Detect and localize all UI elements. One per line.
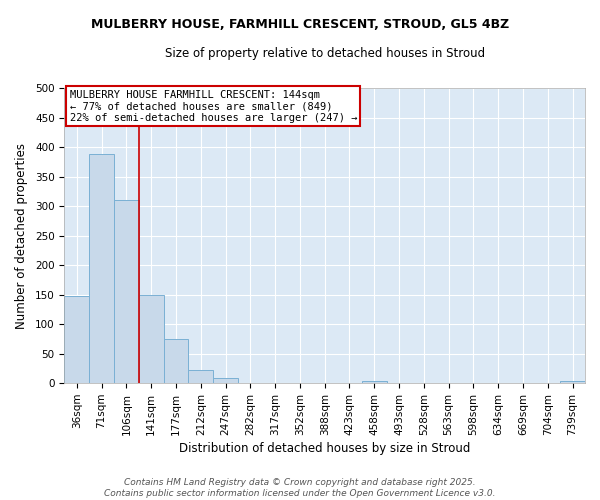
Text: MULBERRY HOUSE, FARMHILL CRESCENT, STROUD, GL5 4BZ: MULBERRY HOUSE, FARMHILL CRESCENT, STROU… [91, 18, 509, 30]
Bar [139, 294, 164, 383]
Bar [89, 154, 114, 383]
Bar [560, 382, 585, 383]
Bar [362, 381, 386, 383]
Bar [287, 382, 313, 383]
Text: MULBERRY HOUSE FARMHILL CRESCENT: 144sqm
← 77% of detached houses are smaller (8: MULBERRY HOUSE FARMHILL CRESCENT: 144sqm… [70, 90, 357, 122]
Bar [114, 200, 139, 383]
Bar [213, 378, 238, 383]
Text: Contains HM Land Registry data © Crown copyright and database right 2025.
Contai: Contains HM Land Registry data © Crown c… [104, 478, 496, 498]
Y-axis label: Number of detached properties: Number of detached properties [15, 142, 28, 328]
X-axis label: Distribution of detached houses by size in Stroud: Distribution of detached houses by size … [179, 442, 470, 455]
Bar [64, 296, 89, 383]
Bar [164, 339, 188, 383]
Title: Size of property relative to detached houses in Stroud: Size of property relative to detached ho… [164, 48, 485, 60]
Bar [188, 370, 213, 383]
